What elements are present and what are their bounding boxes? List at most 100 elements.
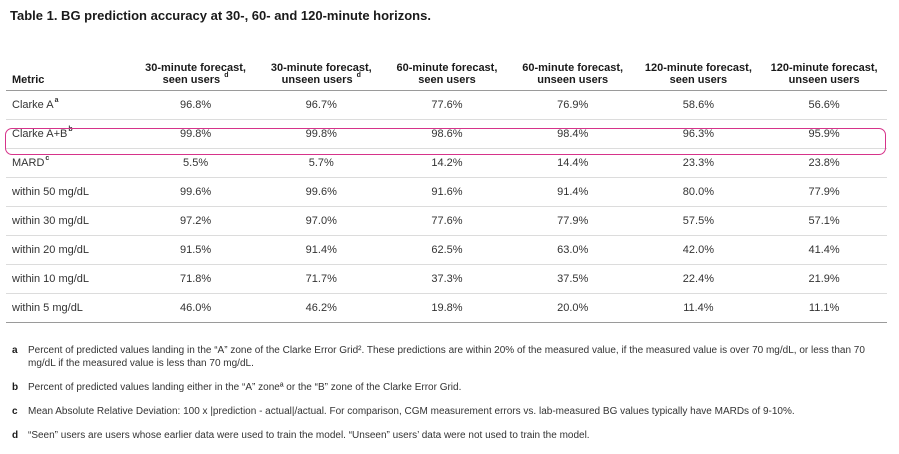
footnote-marker: d [224,72,229,80]
column-header-line1: 30-minute forecast, [145,62,246,74]
value-cell: 71.8% [132,264,259,294]
column-header: 30-minute forecast, unseen users d [258,62,385,91]
value-cell: 96.7% [258,90,385,120]
value-cell: 14.4% [509,148,636,178]
column-header: 120-minute forecast, seen users [635,62,762,91]
column-header-line1: 60-minute forecast, [522,62,624,74]
value-cell: 77.9% [761,177,887,207]
column-header: 120-minute forecast, unseen users [761,62,887,91]
column-header-line2: seen users [162,74,221,86]
value-cell: 14.2% [384,148,510,178]
column-header: 60-minute forecast, seen users [384,62,510,91]
value-cell: 63.0% [509,235,636,265]
value-cell: 97.2% [132,206,259,236]
metric-cell: within 20 mg/dL [6,235,133,265]
value-cell: 98.4% [509,119,636,149]
value-cell: 37.5% [509,264,636,294]
column-header-line2: seen users [418,74,476,86]
footnote-text: “Seen” users are users whose earlier dat… [28,430,590,441]
column-header-line1: 120-minute forecast, [770,62,878,74]
table-row: within 20 mg/dL 91.5% 91.4% 62.5% 63.0% 42.0%… [6,235,887,265]
value-cell: 99.8% [132,119,259,149]
metric-cell: within 10 mg/dL [6,264,133,294]
value-cell: 71.7% [258,264,385,294]
footnote: b Percent of predicted values landing ei… [12,381,882,394]
footnote-text: Percent of predicted values landing in t… [28,345,865,369]
table-row: Clarke Aa 96.8% 96.7% 77.6% 76.9% 58.6% 56.6% [6,90,887,120]
value-cell: 58.6% [635,90,762,120]
column-header: 60-minute forecast, unseen users [509,62,636,91]
value-cell: 95.9% [761,119,887,149]
metric-cell: within 5 mg/dL [6,293,133,323]
value-cell: 20.0% [509,293,636,323]
footnote: c Mean Absolute Relative Deviation: 100 … [12,405,882,418]
column-header-line1: 30-minute forecast, [270,62,372,74]
metric-label: within 10 mg/dL [12,273,90,285]
metric-cell: Clarke A+Bb [6,119,133,149]
column-header-line2: unseen users [281,74,353,86]
header-row: Metric 30-minute forecast, seen users d … [6,62,887,91]
value-cell: 76.9% [509,90,636,120]
value-cell: 99.6% [132,177,259,207]
footnote-marker: c [12,406,18,417]
table-row: within 50 mg/dL 99.6% 99.6% 91.6% 91.4% 80.0%… [6,177,887,207]
metric-label: Clarke A+B [12,128,68,140]
value-cell: 97.0% [258,206,385,236]
metric-cell: Clarke Aa [6,90,133,120]
table-row: MARDc 5.5% 5.7% 14.2% 14.4% 23.3% 23.8% [6,148,887,178]
footnote-marker: b [12,382,19,393]
value-cell: 37.3% [384,264,510,294]
value-cell: 62.5% [384,235,510,265]
table-body: Clarke Aa 96.8% 96.7% 77.6% 76.9% 58.6% 56.6% C… [6,90,887,323]
value-cell: 91.4% [509,177,636,207]
footnote-marker: d [12,430,19,441]
footnote-marker: a [12,345,18,356]
value-cell: 99.8% [258,119,385,149]
value-cell: 11.1% [761,293,887,323]
table-row: within 10 mg/dL 71.8% 71.7% 37.3% 37.5% 22.4%… [6,264,887,294]
footnote: a Percent of predicted values landing in… [12,344,882,370]
value-cell: 80.0% [635,177,762,207]
value-cell: 21.9% [761,264,887,294]
metric-label: within 5 mg/dL [12,302,83,314]
value-cell: 96.8% [132,90,259,120]
value-cell: 41.4% [761,235,887,265]
value-cell: 5.5% [132,148,259,178]
value-cell: 46.2% [258,293,385,323]
value-cell: 23.8% [761,148,887,178]
column-header-metric: Metric [6,62,133,91]
value-cell: 57.1% [761,206,887,236]
metric-label: within 20 mg/dL [12,244,90,256]
column-header-line1: 60-minute forecast, [396,62,498,74]
value-cell: 77.6% [384,90,510,120]
column-header-line2: unseen users [537,74,609,86]
column-header-line2: seen users [669,74,728,86]
value-cell: 19.8% [384,293,510,323]
value-cell: 99.6% [258,177,385,207]
value-cell: 96.3% [635,119,762,149]
value-cell: 46.0% [132,293,259,323]
footnotes: a Percent of predicted values landing in… [12,344,882,453]
value-cell: 42.0% [635,235,762,265]
value-cell: 77.6% [384,206,510,236]
accuracy-table: Metric 30-minute forecast, seen users d … [6,62,887,323]
metric-cell: within 30 mg/dL [6,206,133,236]
footnote-marker: c [45,155,50,163]
value-cell: 23.3% [635,148,762,178]
value-cell: 57.5% [635,206,762,236]
value-cell: 56.6% [761,90,887,120]
metric-label: Clarke A [12,99,54,111]
value-cell: 22.4% [635,264,762,294]
footnote-marker: a [54,97,59,105]
table-title: Table 1. BG prediction accuracy at 30-, … [10,8,431,23]
footnote-marker: b [68,126,73,134]
value-cell: 5.7% [258,148,385,178]
value-cell: 91.4% [258,235,385,265]
metric-label: within 30 mg/dL [12,215,90,227]
column-header-line1: 120-minute forecast, [644,62,752,74]
value-cell: 91.5% [132,235,259,265]
footnote-text: Percent of predicted values landing eith… [28,382,462,393]
value-cell: 11.4% [635,293,762,323]
footnote: d “Seen” users are users whose earlier d… [12,429,882,442]
footnote-marker: d [356,72,361,80]
